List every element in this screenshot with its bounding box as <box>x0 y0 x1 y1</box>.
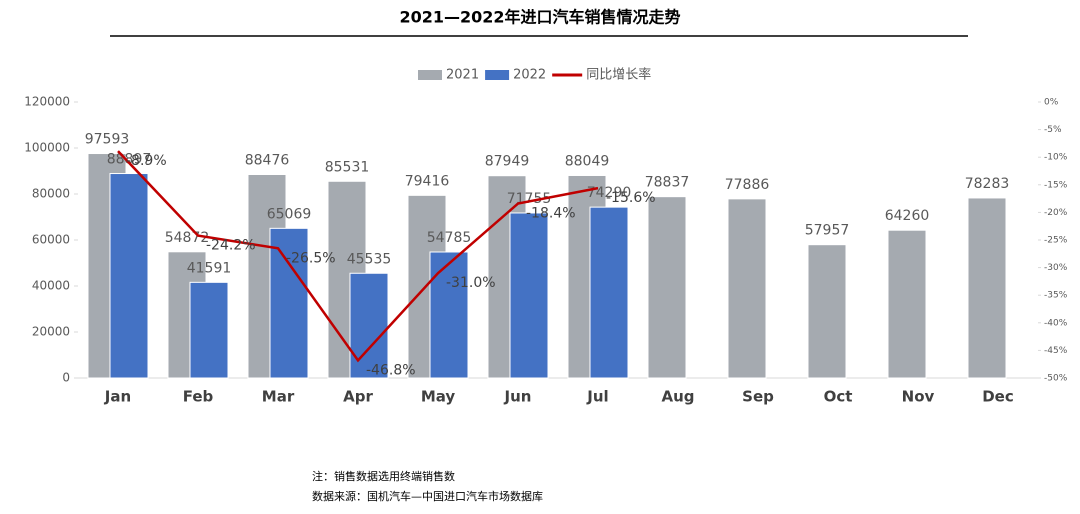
y-tick-label: 40000 <box>32 279 70 293</box>
data-label: -24.2% <box>206 238 256 254</box>
x-tick-label: Jan <box>104 388 131 406</box>
bar <box>887 229 927 379</box>
legend-label: 2022 <box>513 68 546 83</box>
x-tick-label: Nov <box>902 388 935 406</box>
y-tick-label: 20000 <box>32 325 70 339</box>
chart-title: 2021—2022年进口汽车销售情况走势 <box>399 8 680 27</box>
legend-label: 2021 <box>446 68 479 83</box>
y2-tick-label: -20% <box>1044 208 1068 218</box>
data-label: 41591 <box>187 260 232 276</box>
x-tick-label: Jun <box>504 388 532 406</box>
x-tick-label: Dec <box>982 388 1014 406</box>
y-tick-label: 100000 <box>24 141 70 155</box>
bar <box>269 227 309 379</box>
y2-tick-label: -5% <box>1044 125 1062 135</box>
y2-tick-label: 0% <box>1044 98 1059 108</box>
data-label: -46.8% <box>366 362 416 378</box>
y2-tick-label: -15% <box>1044 180 1068 190</box>
data-label: 79416 <box>405 173 450 189</box>
line <box>117 150 599 363</box>
bar <box>807 244 847 379</box>
y2-tick-label: -40% <box>1044 318 1068 328</box>
x-tick-label: Feb <box>183 388 214 406</box>
data-label: 54872 <box>165 230 210 246</box>
data-label: 78837 <box>645 175 690 191</box>
data-label: 65069 <box>267 206 312 222</box>
bar <box>589 206 629 379</box>
data-label: 54785 <box>427 230 472 246</box>
data-label: -18.4% <box>526 206 576 222</box>
y2-tick-label: -30% <box>1044 263 1068 273</box>
y-tick-label: 80000 <box>32 187 70 201</box>
data-label: 85531 <box>325 159 370 175</box>
bar <box>727 198 767 379</box>
data-label: 78283 <box>965 176 1010 192</box>
y-tick-label: 0 <box>62 371 70 385</box>
data-label: -26.5% <box>286 250 336 266</box>
legend-swatch <box>418 70 442 80</box>
x-tick-label: Jul <box>586 388 608 406</box>
legend-swatch <box>485 70 510 80</box>
data-label: 88049 <box>565 153 610 169</box>
data-label: -31.0% <box>446 275 496 291</box>
y2-tick-label: -50% <box>1044 374 1068 384</box>
data-label: 77886 <box>725 177 770 193</box>
bar <box>967 197 1007 379</box>
bar <box>189 281 229 379</box>
bar <box>109 173 149 379</box>
data-label: 64260 <box>885 208 930 224</box>
data-label: 57957 <box>805 223 850 239</box>
data-label: 88476 <box>245 153 290 169</box>
y-tick-label: 60000 <box>32 233 70 247</box>
x-tick-label: Apr <box>343 388 373 406</box>
y2-tick-label: -45% <box>1044 346 1068 356</box>
data-label: -15.6% <box>606 190 656 206</box>
x-tick-label: Aug <box>661 388 694 406</box>
x-tick-label: Mar <box>262 388 295 406</box>
x-tick-label: Oct <box>824 388 853 406</box>
note: 注：销售数据选用终端销售数 <box>312 469 455 483</box>
y-tick-label: 120000 <box>24 95 70 109</box>
bar <box>349 272 389 379</box>
data-label: 45535 <box>347 251 392 267</box>
x-tick-label: Sep <box>742 388 774 406</box>
bar <box>509 212 549 379</box>
data-label: -8.9% <box>126 153 167 169</box>
x-tick-label: May <box>421 388 456 406</box>
data-label: 88897 <box>107 152 152 168</box>
bar <box>647 196 687 379</box>
legend-label: 同比增长率 <box>586 67 651 83</box>
y2-tick-label: -10% <box>1044 153 1068 163</box>
data-label: 87949 <box>485 154 530 170</box>
data-label: 97593 <box>85 132 130 148</box>
note: 数据来源：国机汽车—中国进口汽车市场数据库 <box>312 489 543 503</box>
y2-tick-label: -35% <box>1044 291 1068 301</box>
bar <box>429 251 469 379</box>
y2-tick-label: -25% <box>1044 236 1068 246</box>
